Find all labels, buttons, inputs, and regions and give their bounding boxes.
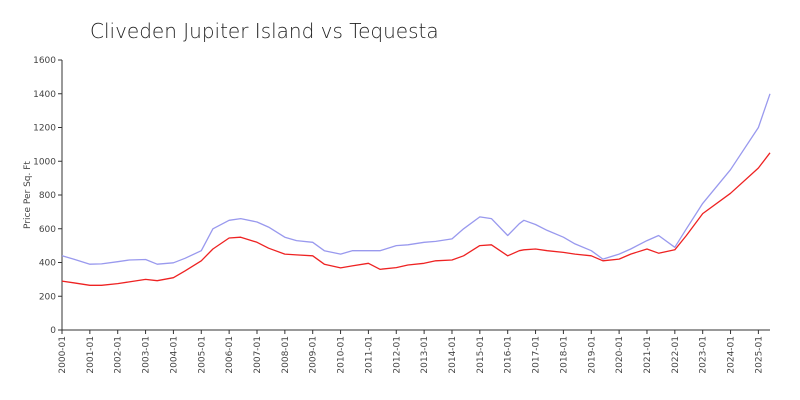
x-tick-label: 2007-01 <box>253 336 263 374</box>
x-tick-label: 2011-01 <box>364 336 374 374</box>
x-tick-label: 2013-01 <box>420 336 430 374</box>
x-ticks: 2000-01 2001-01 2002-01 2003-01 2004-01 2005-… <box>58 330 764 374</box>
x-tick-label: 2017-01 <box>532 336 542 374</box>
y-tick-label: 800 <box>39 191 56 201</box>
series-line-1 <box>61 93 771 265</box>
y-tick-label: 1600 <box>33 56 56 66</box>
x-tick-label: 2005-01 <box>197 336 207 374</box>
x-tick-label: 2012-01 <box>392 336 402 374</box>
x-tick-label: 2025-01 <box>754 336 764 374</box>
y-tick-label: 600 <box>39 225 56 235</box>
x-tick-label: 2022-01 <box>671 336 681 374</box>
x-tick-label: 2003-01 <box>142 336 152 374</box>
y-tick-label: 200 <box>39 292 56 302</box>
x-tick-label: 2023-01 <box>699 336 709 374</box>
x-tick-label: 2008-01 <box>281 336 291 374</box>
x-tick-label: 2024-01 <box>727 336 737 374</box>
x-tick-label: 2009-01 <box>309 336 319 374</box>
x-tick-label: 2021-01 <box>643 336 653 374</box>
x-tick-label: 2010-01 <box>337 336 347 374</box>
x-tick-label: 2018-01 <box>559 336 569 374</box>
x-tick-label: 2020-01 <box>615 336 625 374</box>
x-tick-label: 2019-01 <box>587 336 597 374</box>
y-tick-label: 400 <box>39 259 56 269</box>
x-tick-label: 2002-01 <box>114 336 124 374</box>
y-axis-title: Price Per Sq. Ft <box>23 161 33 229</box>
y-tick-label: 1000 <box>33 157 56 167</box>
x-tick-label: 2006-01 <box>225 336 235 374</box>
x-tick-label: 2016-01 <box>504 336 514 374</box>
x-tick-label: 2014-01 <box>448 336 458 374</box>
series-line-2 <box>61 152 771 286</box>
y-tick-label: 0 <box>50 326 56 336</box>
x-tick-label: 2001-01 <box>86 336 96 374</box>
x-tick-label: 2000-01 <box>58 336 68 374</box>
x-tick-label: 2004-01 <box>169 336 179 374</box>
chart-title: Cliveden Jupiter Island vs Tequesta <box>90 19 439 43</box>
series-layer <box>61 93 771 286</box>
x-tick-label: 2015-01 <box>476 336 486 374</box>
y-tick-label: 1200 <box>33 124 56 134</box>
y-ticks: 0 200 400 600 800 1000 1200 1400 1600 <box>33 56 62 336</box>
y-tick-label: 1400 <box>33 90 56 100</box>
